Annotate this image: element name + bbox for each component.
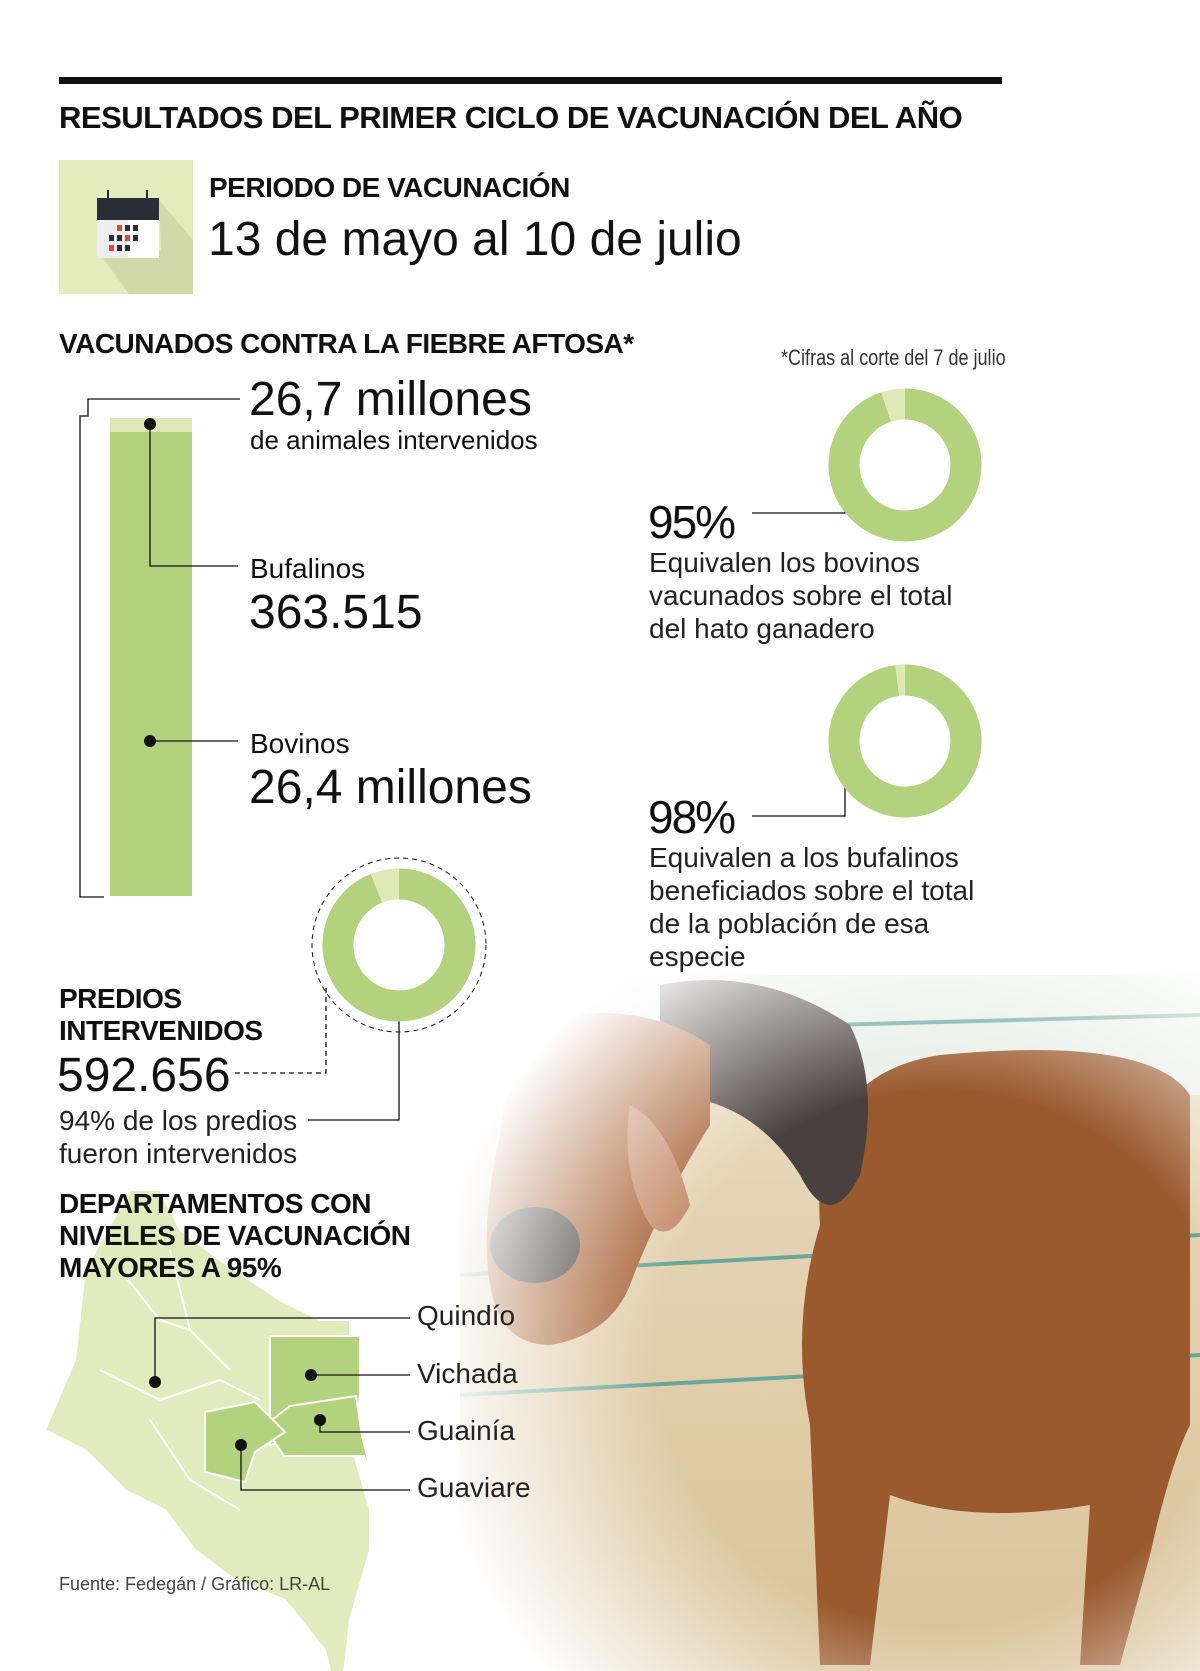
text-line: de la población de esa (649, 908, 930, 939)
title-line: DEPARTAMENTOS CON (59, 1188, 371, 1219)
department-vichada: Vichada (417, 1358, 518, 1389)
bufalinos-value: 363.515 (249, 586, 423, 639)
text-line: beneficiados sobre el total (649, 875, 975, 906)
top-rule (59, 77, 1002, 84)
figures-note: *Cifras al corte del 7 de julio (781, 345, 1006, 370)
total-value: 26,7 millones (249, 373, 532, 426)
title-line: PREDIOS (59, 983, 182, 1014)
bufalinos-percent: 98% (648, 791, 736, 843)
bovinos-bar-segment (110, 432, 192, 896)
colombia-map (43, 1189, 410, 1671)
text-line: Equivalen los bovinos (649, 547, 920, 578)
text-line: Equivalen a los bufalinos (649, 842, 959, 873)
text-line: del hato ganadero (649, 613, 875, 644)
bovinos-donut (828, 388, 982, 542)
title-line: MAYORES A 95% (59, 1252, 282, 1283)
dashed-ring (311, 857, 487, 1033)
department-quindio: Quindío (417, 1300, 516, 1331)
title-line: INTERVENIDOS (59, 1015, 263, 1046)
departments-title: DEPARTAMENTOS CON NIVELES DE VACUNACIÓN … (59, 1188, 411, 1284)
predios-donut (311, 857, 487, 1033)
text-line: 94% de los predios (59, 1105, 298, 1136)
bufalinos-label: Bufalinos (250, 553, 366, 584)
bovinos-label: Bovinos (250, 728, 350, 759)
period-label: PERIODO DE VACUNACIÓN (209, 172, 570, 203)
period-dates: 13 de mayo al 10 de julio (208, 213, 742, 266)
cow-photo (460, 975, 1200, 1671)
text-line: especie (649, 941, 746, 972)
title-line: NIVELES DE VACUNACIÓN (59, 1220, 411, 1251)
bufalinos-donut (828, 664, 982, 818)
text-line: fueron intervenidos (59, 1138, 298, 1169)
total-label: de animales intervenidos (250, 425, 538, 455)
page-title: RESULTADOS DEL PRIMER CICLO DE VACUNACIÓ… (59, 100, 963, 135)
bovinos-percent: 95% (648, 496, 736, 548)
bovinos-value: 26,4 millones (249, 761, 532, 814)
calendar-icon (59, 160, 193, 294)
bufalinos-percent-text: Equivalen a los bufalinos beneficiados s… (649, 841, 974, 973)
donut-filled-segment (828, 664, 982, 818)
predios-text: 94% de los predios fueron intervenidos (59, 1104, 297, 1170)
vaccinated-title: VACUNADOS CONTRA LA FIEBRE AFTOSA* (59, 328, 634, 359)
text-line: vacunados sobre el total (649, 580, 953, 611)
department-guaviare: Guaviare (417, 1472, 531, 1503)
donut-filled-segment (828, 388, 982, 542)
source-credit: Fuente: Fedegán / Gráfico: LR-AL (59, 1574, 331, 1594)
donut-remaining-segment (370, 868, 400, 903)
donut-remaining-segment (881, 388, 906, 422)
department-guainia: Guainía (417, 1415, 516, 1446)
predios-title: PREDIOS INTERVENIDOS (59, 983, 263, 1047)
bovinos-percent-text: Equivalen los bovinos vacunados sobre el… (649, 546, 953, 645)
predios-value: 592.656 (57, 1049, 231, 1102)
donut-filled-segment (322, 868, 476, 1022)
